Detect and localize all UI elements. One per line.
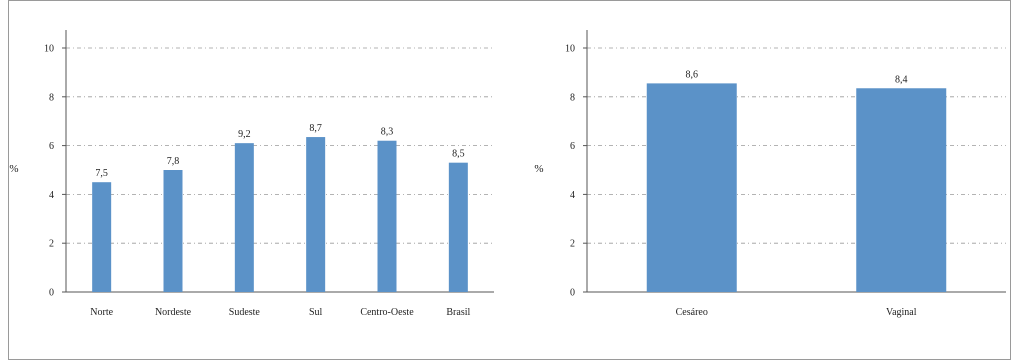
x-category-label: Norte [90,307,113,318]
y-axis-label: % [534,163,543,175]
x-category-label: Vaginal [886,307,917,318]
y-tick-label: 0 [570,288,575,299]
y-tick-label: 4 [49,190,54,201]
bar [856,88,947,292]
y-tick-label: 8 [49,92,54,103]
x-category-label: Cesáreo [676,307,708,318]
y-tick-label: 6 [49,141,54,152]
bar [234,143,254,292]
x-category-label: Nordeste [155,307,192,318]
bar-data-label: 8,4 [895,74,908,85]
y-tick-label: 8 [570,92,575,103]
y-tick-label: 6 [570,141,575,152]
bar-data-label: 8,5 [452,149,465,160]
bar [448,162,468,292]
bar-data-label: 8,3 [381,127,394,138]
y-tick-label: 10 [565,44,575,55]
bar [646,83,737,292]
bar [377,140,397,292]
chart-left: 0 2 4 6 8 10% 7,5 Norte 7,8 Nordeste 9,2 Sudeste 8,7… [9,30,494,318]
y-tick-label: 2 [49,239,54,250]
x-category-label: Centro-Oeste [360,307,414,318]
bar-data-label: 7,5 [95,168,108,179]
y-tick-label: 4 [570,190,575,201]
x-category-label: Sudeste [229,307,261,318]
y-tick-label: 0 [49,288,54,299]
bar-data-label: 8,6 [686,69,699,80]
bar-data-label: 8,7 [309,123,322,134]
y-axis-label: % [9,163,18,175]
x-category-label: Sul [309,307,323,318]
x-category-label: Brasil [446,307,470,318]
chart-right: 0 2 4 6 8 10% 8,6 Cesáreo 8,4 Vaginal [534,30,1006,318]
y-tick-label: 2 [570,239,575,250]
bar-data-label: 7,8 [167,156,180,167]
y-tick-label: 10 [44,44,54,55]
bar-data-label: 9,2 [238,129,251,140]
bar [306,137,326,292]
bar [92,182,112,292]
bar [163,170,183,292]
